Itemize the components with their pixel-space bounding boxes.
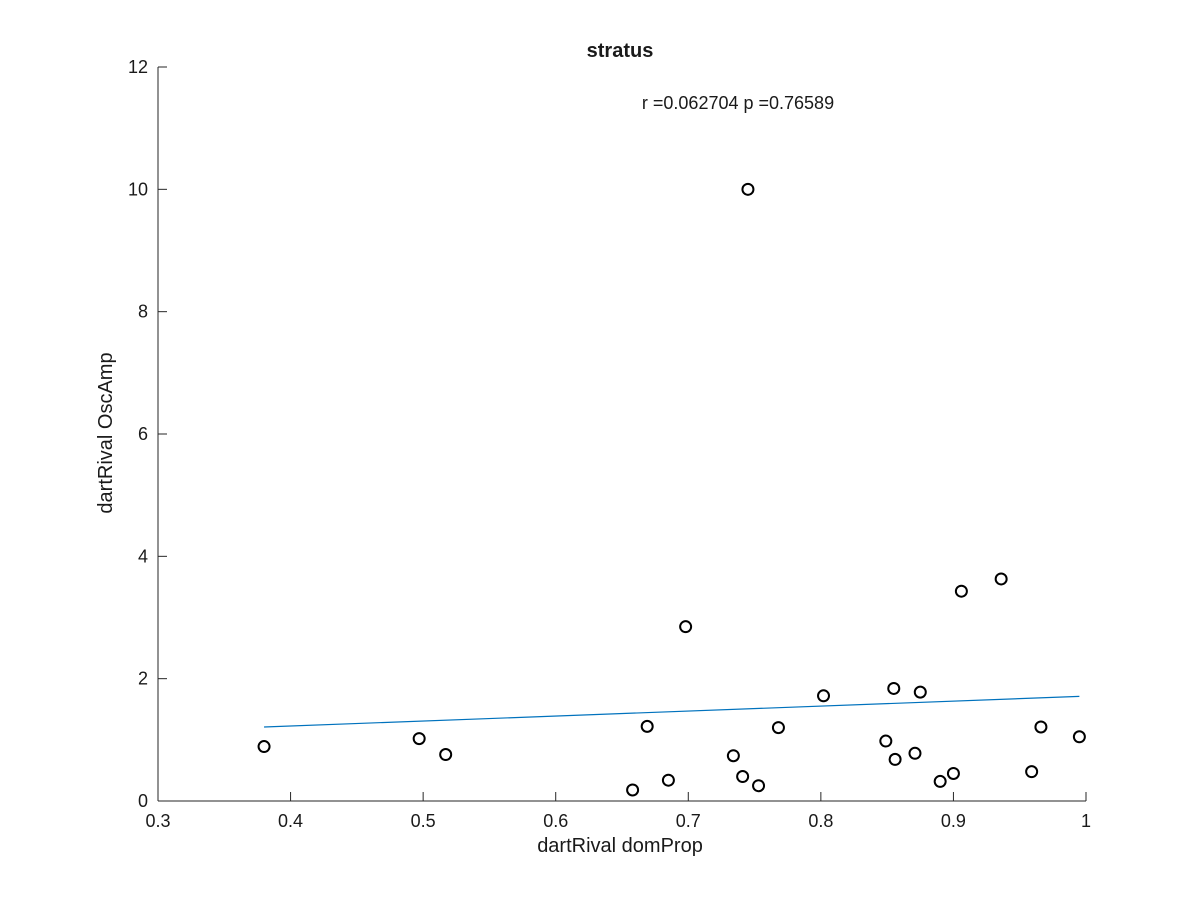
data-point xyxy=(626,783,640,797)
data-point xyxy=(661,773,675,787)
data-point xyxy=(771,721,785,735)
y-tick-label: 2 xyxy=(138,669,148,689)
y-tick-label: 10 xyxy=(128,179,148,199)
x-tick-label: 0.9 xyxy=(941,811,966,831)
data-point xyxy=(887,681,901,695)
fit-line-group xyxy=(264,695,1080,728)
x-tick-label: 0.4 xyxy=(278,811,303,831)
x-tick-label: 0.3 xyxy=(145,811,170,831)
data-point xyxy=(439,748,453,762)
data-point xyxy=(994,572,1008,586)
x-tick-label: 0.5 xyxy=(411,811,436,831)
x-tick-label: 0.8 xyxy=(808,811,833,831)
data-point xyxy=(741,182,755,196)
data-point xyxy=(933,774,947,788)
x-tick-label: 0.7 xyxy=(676,811,701,831)
data-point xyxy=(1034,720,1048,734)
data-point xyxy=(736,770,750,784)
y-tick-label: 12 xyxy=(128,57,148,77)
data-point xyxy=(412,732,426,746)
y-tick-label: 0 xyxy=(138,791,148,811)
data-point xyxy=(888,752,902,766)
data-point xyxy=(908,746,922,760)
data-point xyxy=(257,740,271,754)
correlation-annotation: r =0.062704 p =0.76589 xyxy=(642,93,834,113)
regression-line xyxy=(264,695,1080,728)
chart-title: stratus xyxy=(587,40,654,62)
y-axis-label: dartRival OscAmp xyxy=(95,352,117,513)
data-point xyxy=(679,620,693,634)
data-point xyxy=(1025,765,1039,779)
data-point xyxy=(913,685,927,699)
y-tick-label: 8 xyxy=(138,302,148,322)
x-axis-label: dartRival domProp xyxy=(537,835,703,857)
data-point xyxy=(954,584,968,598)
data-point xyxy=(1072,730,1086,744)
x-tick-label: 0.6 xyxy=(543,811,568,831)
data-point xyxy=(726,749,740,763)
y-tick-label: 6 xyxy=(138,424,148,444)
data-point xyxy=(879,734,893,748)
x-tick-label: 1 xyxy=(1081,811,1091,831)
data-points xyxy=(257,182,1086,797)
data-point xyxy=(946,766,960,780)
data-point xyxy=(752,779,766,793)
y-tick-label: 4 xyxy=(138,546,148,566)
data-point xyxy=(817,689,831,703)
data-point xyxy=(640,719,654,733)
